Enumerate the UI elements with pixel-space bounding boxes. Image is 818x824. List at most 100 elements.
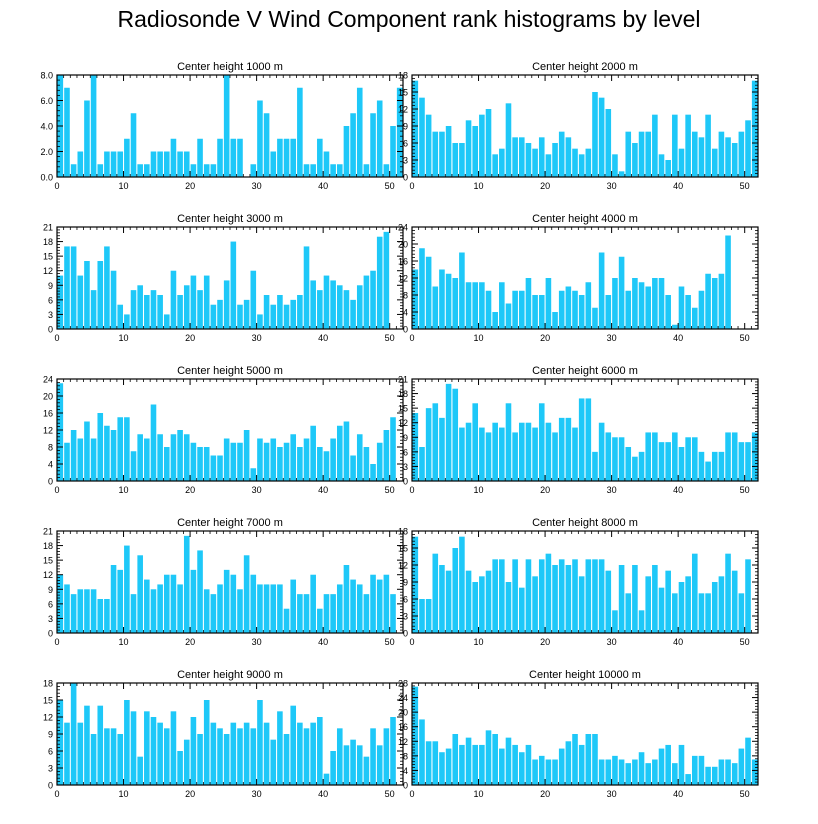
histogram-bar — [290, 299, 297, 329]
histogram-bar — [203, 164, 210, 177]
x-tick-label: 20 — [185, 333, 195, 343]
histogram-bar — [698, 137, 705, 177]
histogram-bar — [170, 434, 177, 481]
histogram-bar — [745, 559, 751, 633]
histogram-bar — [84, 421, 90, 481]
histogram-bar — [745, 120, 751, 177]
y-tick-label: 9 — [403, 122, 408, 132]
histogram-bar — [492, 422, 498, 481]
histogram-bar — [412, 686, 419, 785]
histogram-bar — [223, 438, 230, 481]
histogram-bar — [505, 303, 512, 329]
histogram-bar — [565, 137, 572, 177]
histogram-panel: Center height 8000 m 0 3 6 9 12 15 18 0 10 20 30 40 5… — [398, 517, 759, 647]
histogram-bar — [472, 126, 479, 177]
histogram-bar — [512, 559, 518, 633]
histogram-bar — [492, 734, 498, 785]
histogram-bar — [210, 722, 217, 785]
histogram-bar — [150, 404, 157, 481]
histogram-bar — [117, 151, 124, 177]
histogram-bar — [217, 584, 223, 633]
histogram-bar — [317, 608, 323, 633]
y-tick-label: 18 — [43, 679, 53, 689]
histogram-bar — [84, 261, 90, 329]
histogram-bar — [297, 447, 303, 481]
histogram-bar — [452, 548, 459, 633]
histogram-bar — [598, 252, 605, 329]
histogram-bar — [665, 570, 671, 633]
x-tick-label: 50 — [740, 333, 750, 343]
histogram-bar — [472, 744, 479, 785]
histogram-bar — [323, 594, 330, 633]
y-tick-label: 12 — [398, 561, 408, 571]
x-tick-label: 50 — [740, 789, 750, 799]
histogram-bar — [545, 553, 552, 633]
histogram-bar — [705, 114, 711, 177]
histogram-bar — [363, 275, 370, 329]
histogram-bar — [323, 151, 330, 177]
histogram-bar — [343, 126, 350, 177]
histogram-bar — [257, 700, 263, 785]
histogram-bar — [412, 80, 419, 177]
histogram-bar — [97, 164, 104, 177]
histogram-bar — [425, 114, 432, 177]
histogram-bar — [558, 559, 565, 633]
histogram-bar — [150, 290, 157, 329]
histogram-bar — [343, 745, 350, 785]
histogram-bar — [117, 569, 124, 633]
histogram-bar — [104, 246, 110, 329]
histogram-bar — [751, 80, 758, 177]
histogram-bar — [738, 131, 745, 177]
histogram-bar — [330, 438, 336, 481]
histogram-bar — [538, 755, 545, 785]
x-tick-label: 20 — [540, 333, 550, 343]
histogram-bar — [77, 438, 84, 481]
histogram-bar — [356, 584, 363, 633]
histogram-bar — [303, 728, 310, 785]
y-tick-label: 18 — [398, 389, 408, 399]
y-tick-label: 9 — [403, 578, 408, 588]
y-tick-label: 8.0 — [40, 71, 53, 81]
histogram-bar — [645, 432, 652, 481]
histogram-bar — [658, 278, 665, 329]
histogram-bar — [263, 722, 270, 785]
histogram-bar — [70, 430, 77, 481]
histogram-bar — [711, 766, 718, 785]
histogram-bar — [263, 442, 270, 481]
histogram-bar — [363, 594, 370, 633]
histogram-bar — [672, 114, 678, 177]
histogram-bar — [452, 143, 459, 177]
histogram-bar — [303, 438, 310, 481]
histogram-bar — [130, 451, 137, 481]
histogram-bar — [356, 285, 363, 329]
y-tick-label: 0 — [48, 325, 53, 335]
histogram-bar — [303, 246, 310, 329]
histogram-bar — [658, 442, 665, 481]
x-tick-label: 20 — [540, 181, 550, 191]
histogram-bar — [645, 131, 652, 177]
x-tick-label: 40 — [673, 333, 683, 343]
histogram-bar — [598, 422, 605, 481]
histogram-bar — [465, 422, 472, 481]
histogram-bar — [350, 579, 356, 633]
histogram-bar — [512, 290, 518, 329]
histogram-bar — [505, 582, 512, 633]
histogram-bar — [545, 154, 552, 177]
histogram-bar — [479, 576, 485, 633]
histogram-bar — [130, 711, 137, 785]
x-tick-label: 10 — [474, 333, 484, 343]
histogram-bar — [70, 164, 77, 177]
histogram-bar — [445, 126, 452, 177]
histogram-bar — [90, 734, 97, 785]
histogram-bar — [499, 427, 505, 481]
x-tick-label: 50 — [385, 637, 395, 647]
histogram-bar — [197, 447, 203, 481]
y-tick-label: 6 — [403, 447, 408, 457]
histogram-panel: Center height 6000 m 0 3 6 9 12 15 18 21 0 10 20 30 4… — [398, 365, 759, 495]
histogram-bar — [110, 270, 117, 329]
histogram-bar — [472, 282, 479, 329]
y-tick-label: 21 — [398, 375, 408, 385]
histogram-bar — [277, 711, 283, 785]
histogram-bar — [691, 553, 698, 633]
histogram-bar — [163, 447, 170, 481]
